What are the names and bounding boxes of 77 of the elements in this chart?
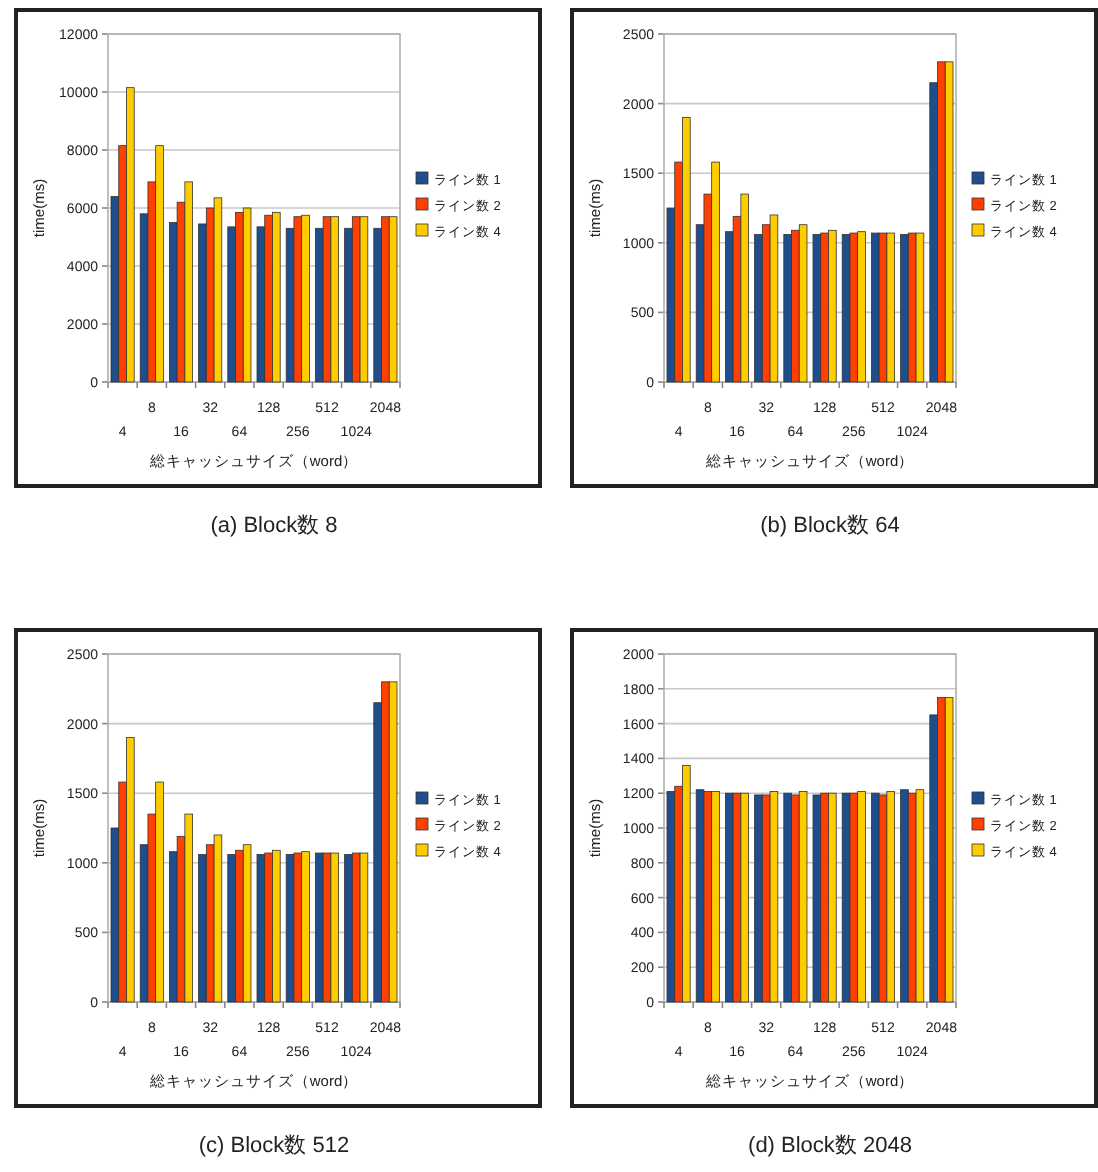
bar xyxy=(812,794,822,1003)
bar xyxy=(740,193,749,383)
bar xyxy=(857,231,866,383)
bar xyxy=(388,681,398,1003)
bar xyxy=(754,794,763,1003)
bar xyxy=(769,791,779,1003)
bar xyxy=(937,61,946,383)
bar xyxy=(732,792,742,1003)
bar xyxy=(126,87,135,383)
bar xyxy=(272,211,281,383)
bar xyxy=(242,844,252,1003)
bar xyxy=(301,214,310,383)
bar xyxy=(798,791,808,1003)
bar xyxy=(301,851,310,1003)
bar xyxy=(944,697,954,1003)
bar xyxy=(900,789,909,1003)
bar xyxy=(820,232,829,383)
bar xyxy=(330,852,339,1003)
bar xyxy=(915,789,925,1003)
bar xyxy=(344,854,353,1003)
bar xyxy=(666,791,676,1003)
bar xyxy=(857,791,866,1003)
bar xyxy=(682,764,691,1003)
text: (b) Block数 64 xyxy=(760,514,900,538)
bar xyxy=(740,792,749,1003)
text: (d) Block数 2048 xyxy=(748,1134,912,1158)
bar xyxy=(264,852,273,1003)
bar xyxy=(878,794,888,1003)
bar xyxy=(155,781,164,1003)
bar xyxy=(381,216,390,383)
bar xyxy=(155,145,164,383)
bar xyxy=(711,161,720,383)
bar xyxy=(900,234,909,383)
bar xyxy=(213,197,223,383)
bar xyxy=(783,234,792,383)
bar xyxy=(264,214,273,383)
bar xyxy=(359,216,369,383)
bar xyxy=(828,792,837,1003)
bar xyxy=(256,854,266,1003)
bar xyxy=(849,232,859,383)
bar xyxy=(381,681,390,1003)
bar xyxy=(812,234,822,383)
bar xyxy=(227,854,236,1003)
bar xyxy=(878,232,888,383)
bar xyxy=(322,216,332,383)
bar xyxy=(915,232,925,383)
bar xyxy=(242,207,252,383)
bar xyxy=(126,737,135,1003)
bar xyxy=(330,216,339,383)
bar xyxy=(293,852,303,1003)
bar xyxy=(235,849,244,1003)
bar xyxy=(235,211,244,383)
bar xyxy=(272,849,281,1003)
bar xyxy=(828,229,837,383)
bar xyxy=(791,229,800,383)
bar xyxy=(791,794,800,1003)
bar xyxy=(682,117,691,383)
bar xyxy=(322,852,332,1003)
bar xyxy=(184,181,193,383)
bar xyxy=(849,792,859,1003)
bar xyxy=(711,791,720,1003)
bar xyxy=(944,61,954,383)
bar xyxy=(798,224,808,383)
bar xyxy=(820,792,829,1003)
bar xyxy=(783,792,792,1003)
bar xyxy=(886,232,895,383)
bar xyxy=(359,852,369,1003)
bar xyxy=(388,216,398,383)
bar xyxy=(213,834,223,1003)
bar xyxy=(293,216,303,383)
bar xyxy=(937,697,946,1003)
bar xyxy=(703,791,713,1003)
text: (a) Block数 8 xyxy=(210,514,338,538)
bar xyxy=(886,791,895,1003)
bar xyxy=(184,813,193,1003)
bar xyxy=(769,214,779,383)
text: (c) Block数 512 xyxy=(198,1134,350,1158)
